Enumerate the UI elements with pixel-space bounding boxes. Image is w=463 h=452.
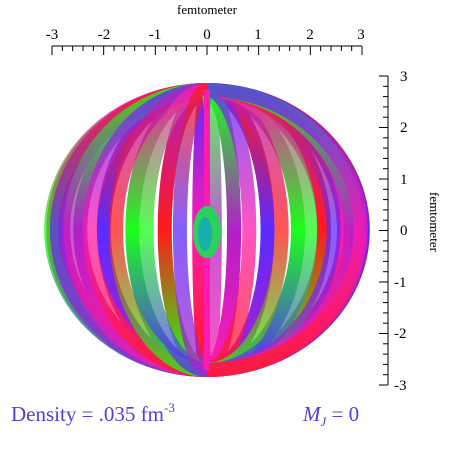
meridian-band (206, 83, 257, 377)
density-text: Density = .035 fm (11, 402, 164, 426)
mj-caption: MJ = 0 (303, 402, 360, 429)
mj-symbol: M (303, 402, 321, 426)
top-tick-label: 0 (203, 27, 211, 43)
right-axis: 3 2 1 0 -1 -2 -3 femtometer (379, 69, 442, 394)
density-exponent: -3 (164, 400, 175, 415)
right-axis-labels: 3 2 1 0 -1 -2 -3 (394, 69, 408, 394)
right-tick-label: 2 (400, 120, 408, 136)
top-axis-title: femtometer (177, 2, 238, 17)
right-tick-label: -2 (394, 326, 407, 342)
meridian-band (109, 83, 208, 377)
top-tick-label: 1 (254, 27, 262, 43)
mj-subscript: J (320, 414, 327, 429)
inner-core (193, 206, 221, 258)
right-tick-label: 3 (400, 69, 408, 85)
right-axis-ticks (379, 75, 388, 386)
top-tick-label: 2 (306, 27, 314, 43)
meridian-band (139, 83, 208, 377)
inner-core-inner (198, 217, 212, 251)
meridian-band (83, 83, 208, 377)
top-tick-label: -2 (98, 27, 111, 43)
density-caption: Density = .035 fm-3 (11, 400, 175, 427)
mj-value: = 0 (326, 402, 360, 426)
right-tick-label: 0 (400, 223, 408, 239)
right-axis-title: femtometer (427, 192, 442, 253)
top-tick-label: -3 (46, 27, 59, 43)
top-tick-label: 3 (357, 27, 365, 43)
right-tick-label: 1 (400, 172, 408, 188)
right-tick-label: -1 (394, 275, 407, 291)
top-tick-label: -1 (149, 27, 162, 43)
top-axis-labels: -3 -2 -1 0 1 2 3 (46, 27, 365, 43)
meridian-band (172, 83, 209, 377)
density-surface (44, 83, 370, 377)
right-tick-label: -3 (394, 378, 407, 394)
meridian-band (206, 83, 368, 377)
top-axis-ticks (51, 46, 363, 55)
top-axis: femtometer -3 -2 -1 0 1 2 3 (46, 2, 365, 55)
